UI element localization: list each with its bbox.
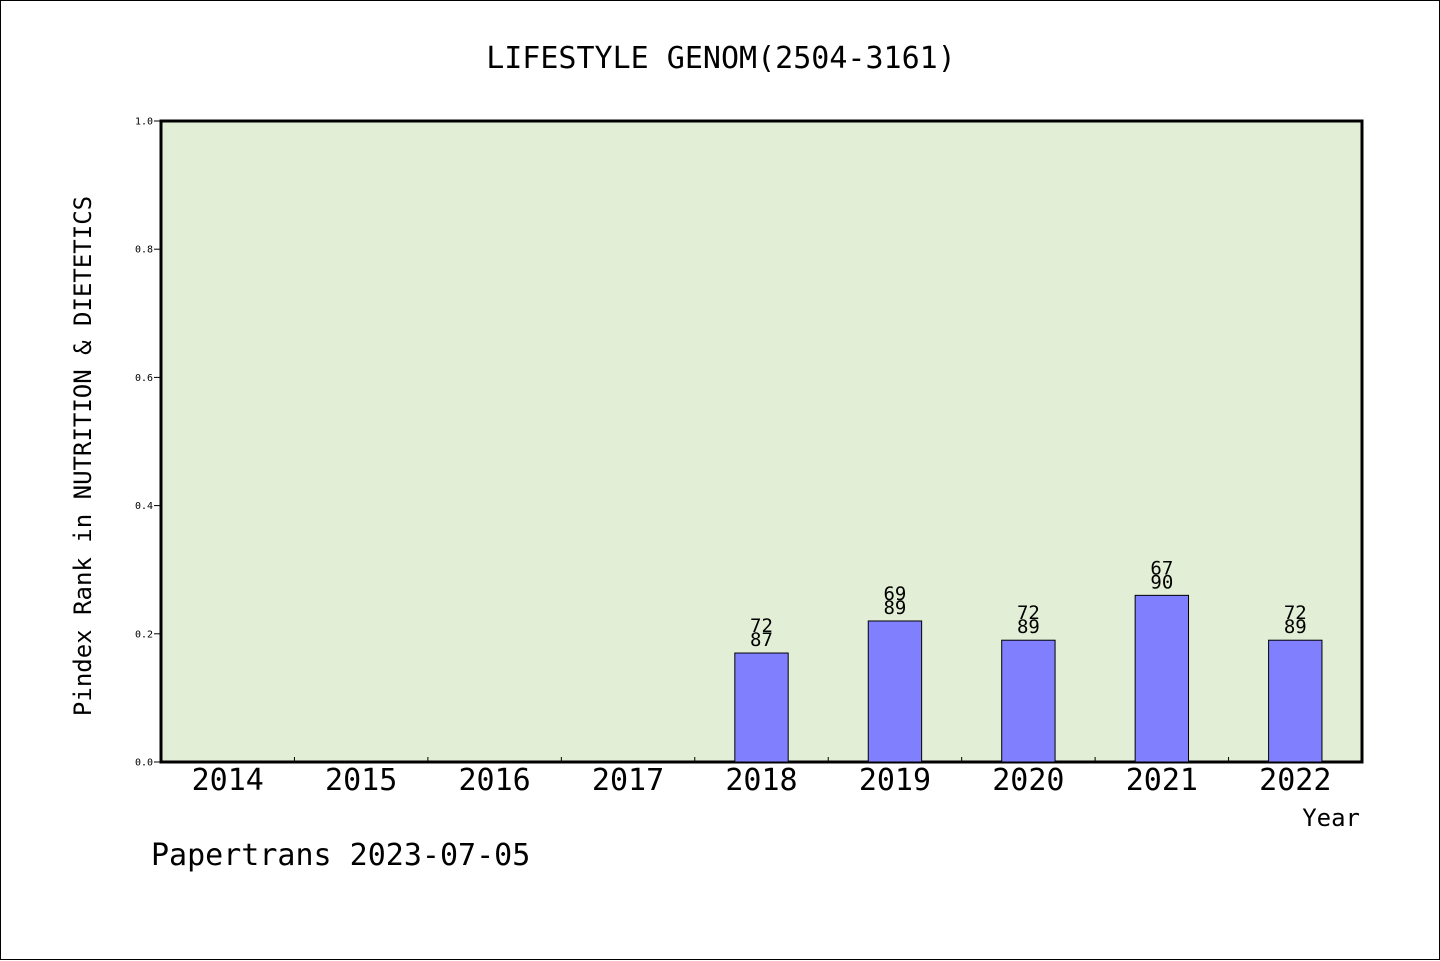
x-tick-label: 2016 (458, 763, 530, 798)
data-label-top: 72 (1017, 602, 1040, 624)
data-label-bottom: 89 (1017, 616, 1040, 638)
bar-series (734, 594, 1323, 763)
y-axis: 0.0 0.2 0.4 0.6 0.8 1.0 (135, 117, 161, 769)
bar (1134, 594, 1190, 763)
x-tick-label: 2014 (192, 763, 264, 798)
x-tick-label: 2018 (725, 763, 797, 798)
data-label-top: 72 (1284, 602, 1307, 624)
bar (734, 652, 789, 763)
y-tick-label: 0.0 (135, 758, 153, 769)
bar (1001, 639, 1056, 763)
x-tick-label: 2021 (1126, 763, 1198, 798)
bar (1268, 639, 1323, 763)
data-label-bottom: 90 (1150, 571, 1173, 593)
x-tick-label: 2015 (325, 763, 397, 798)
y-tick-label: 0.2 (135, 629, 153, 640)
data-label-top: 72 (750, 615, 773, 637)
x-tick-label: 2022 (1259, 763, 1331, 798)
y-tick-label: 1.0 (135, 117, 153, 128)
data-label-top: 67 (1150, 557, 1173, 579)
x-axis: 2014 2015 2016 2017 2018 2019 2020 2021 2022 (192, 757, 1331, 798)
y-axis-label: Pindex Rank in NUTRITION & DIETETICS (69, 196, 97, 716)
data-label-bottom: 89 (883, 597, 906, 619)
data-label-bottom: 87 (750, 629, 773, 651)
x-tick-label: 2020 (992, 763, 1064, 798)
x-tick-label: 2019 (859, 763, 931, 798)
y-tick-label: 0.4 (135, 501, 153, 512)
chart-title: LIFESTYLE GENOM(2504-3161) (486, 41, 956, 76)
x-axis-label: Year (1302, 804, 1360, 832)
data-label-bottom: 89 (1284, 616, 1307, 638)
bar (867, 620, 923, 763)
data-label-top: 69 (883, 583, 906, 605)
x-tick-label: 2017 (592, 763, 664, 798)
y-tick-label: 0.6 (135, 373, 153, 384)
y-tick-label: 0.8 (135, 245, 153, 256)
footer-credit: Papertrans 2023-07-05 (151, 838, 530, 873)
